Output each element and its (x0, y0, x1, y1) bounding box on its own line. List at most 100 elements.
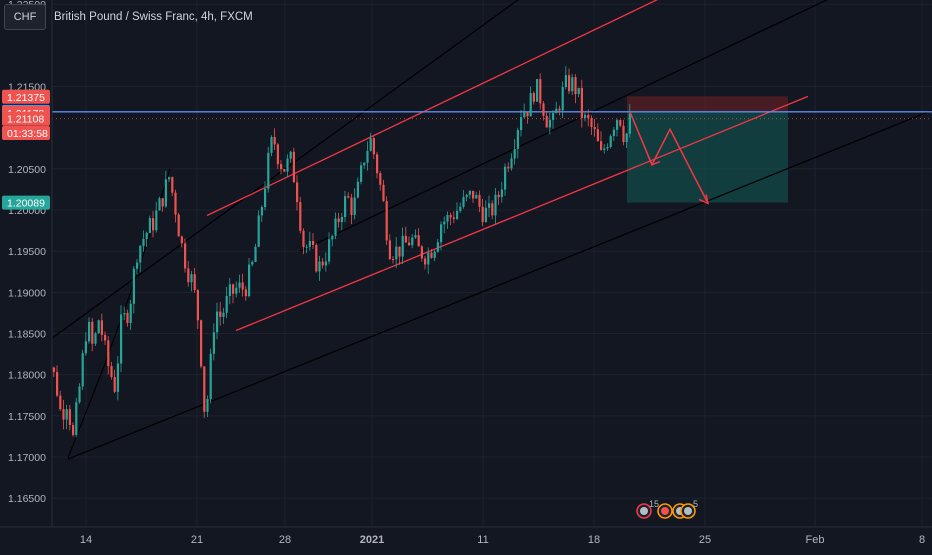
candle-down (481, 206, 484, 222)
candle-down (526, 111, 529, 117)
candle-up (145, 232, 148, 239)
candle-up (513, 148, 516, 159)
candle-down (539, 79, 542, 104)
candle-down (619, 120, 622, 126)
candle-down (72, 424, 75, 435)
candle-up (286, 158, 289, 172)
candle-up (222, 312, 225, 317)
projection-arrowhead (698, 194, 710, 205)
symbol-badge[interactable]: CHF (4, 4, 46, 30)
candle-up (360, 165, 363, 182)
candle-up (324, 261, 327, 266)
price-label-tag (2, 89, 50, 104)
candle-up (148, 218, 151, 233)
candle-down (302, 230, 305, 247)
candle-down (580, 87, 583, 118)
candle-down (372, 138, 375, 155)
candle-up (436, 242, 439, 252)
candle-up (78, 386, 81, 403)
candle-up (433, 251, 436, 258)
y-tick-label: 1.17000 (8, 452, 46, 464)
candle-down (312, 240, 315, 245)
x-tick-label: Feb (806, 534, 825, 546)
candle-up (561, 87, 564, 111)
candle-up (628, 113, 631, 134)
candle-down (296, 182, 299, 203)
candle-up (132, 268, 135, 304)
candle-up (65, 409, 68, 420)
candle-down (62, 409, 65, 420)
candle-down (110, 366, 113, 378)
candle-down (56, 372, 59, 396)
candle-down (385, 201, 388, 241)
event-flag-icon (684, 507, 692, 515)
candle-down (177, 214, 180, 237)
candle-down (219, 311, 222, 317)
candle-up (328, 239, 331, 262)
candle-down (174, 192, 177, 215)
candle-up (235, 287, 238, 294)
candle-up (356, 181, 359, 198)
candle-down (68, 409, 71, 425)
candle-up (603, 148, 606, 150)
x-tick-label: 11 (477, 534, 488, 546)
candle-up (468, 190, 471, 195)
time-axis[interactable]: 14 21 28 2021 11 18 25 Feb 8 (80, 534, 925, 546)
candle-down (161, 198, 164, 207)
candle-down (292, 151, 295, 183)
x-tick-label: 2021 (360, 534, 384, 546)
candle-down (299, 202, 302, 231)
candle-up (267, 152, 270, 189)
candle-up (564, 75, 567, 88)
candle-up (334, 218, 337, 236)
candle-up (209, 353, 212, 400)
y-tick-label: 1.18500 (8, 328, 46, 340)
y-tick-label: 1.16500 (8, 493, 46, 505)
x-tick-label: 18 (588, 534, 600, 546)
candle-down (91, 321, 94, 344)
candle-up (414, 235, 417, 238)
candle-up (363, 162, 366, 166)
candle-up (571, 77, 574, 92)
candle-up (164, 179, 167, 207)
candle-up (88, 321, 91, 342)
chart-title: British Pound / Swiss Franc, 4h, FXCM (54, 11, 253, 23)
candle-up (443, 221, 446, 225)
candle-up (488, 203, 491, 208)
y-tick-label: 1.18000 (8, 370, 46, 382)
candle-up (548, 119, 551, 128)
candle-up (344, 196, 347, 218)
candle-down (398, 246, 401, 257)
candle-down (507, 166, 510, 169)
grid-lines (52, 0, 932, 527)
candle-down (388, 240, 391, 260)
candle-down (100, 320, 103, 335)
candle-down (315, 244, 318, 272)
candle-down (187, 268, 190, 283)
candle-up (612, 129, 615, 137)
candle-up (340, 217, 343, 223)
candle-up (270, 137, 273, 153)
candle-down (596, 129, 599, 142)
candle-up (264, 188, 267, 208)
x-tick-label: 21 (191, 534, 203, 546)
candle-up (440, 224, 443, 243)
x-tick-label: 14 (80, 534, 92, 546)
candle-down (382, 184, 385, 202)
candle-up (584, 114, 587, 118)
candle-down (152, 218, 155, 231)
candle-down (241, 282, 244, 290)
black-channel-line (67, 109, 932, 460)
candle-up (168, 177, 171, 180)
price-axis[interactable]: 1.225001.215001.205001.200001.195001.190… (8, 0, 46, 505)
candle-up (228, 284, 231, 296)
candle-up (84, 341, 87, 354)
candle-up (500, 189, 503, 198)
take-profit-box (627, 111, 788, 203)
candle-up (475, 194, 478, 199)
candle-down (392, 259, 395, 261)
candle-up (139, 245, 142, 263)
price-axis-panel (0, 0, 52, 527)
